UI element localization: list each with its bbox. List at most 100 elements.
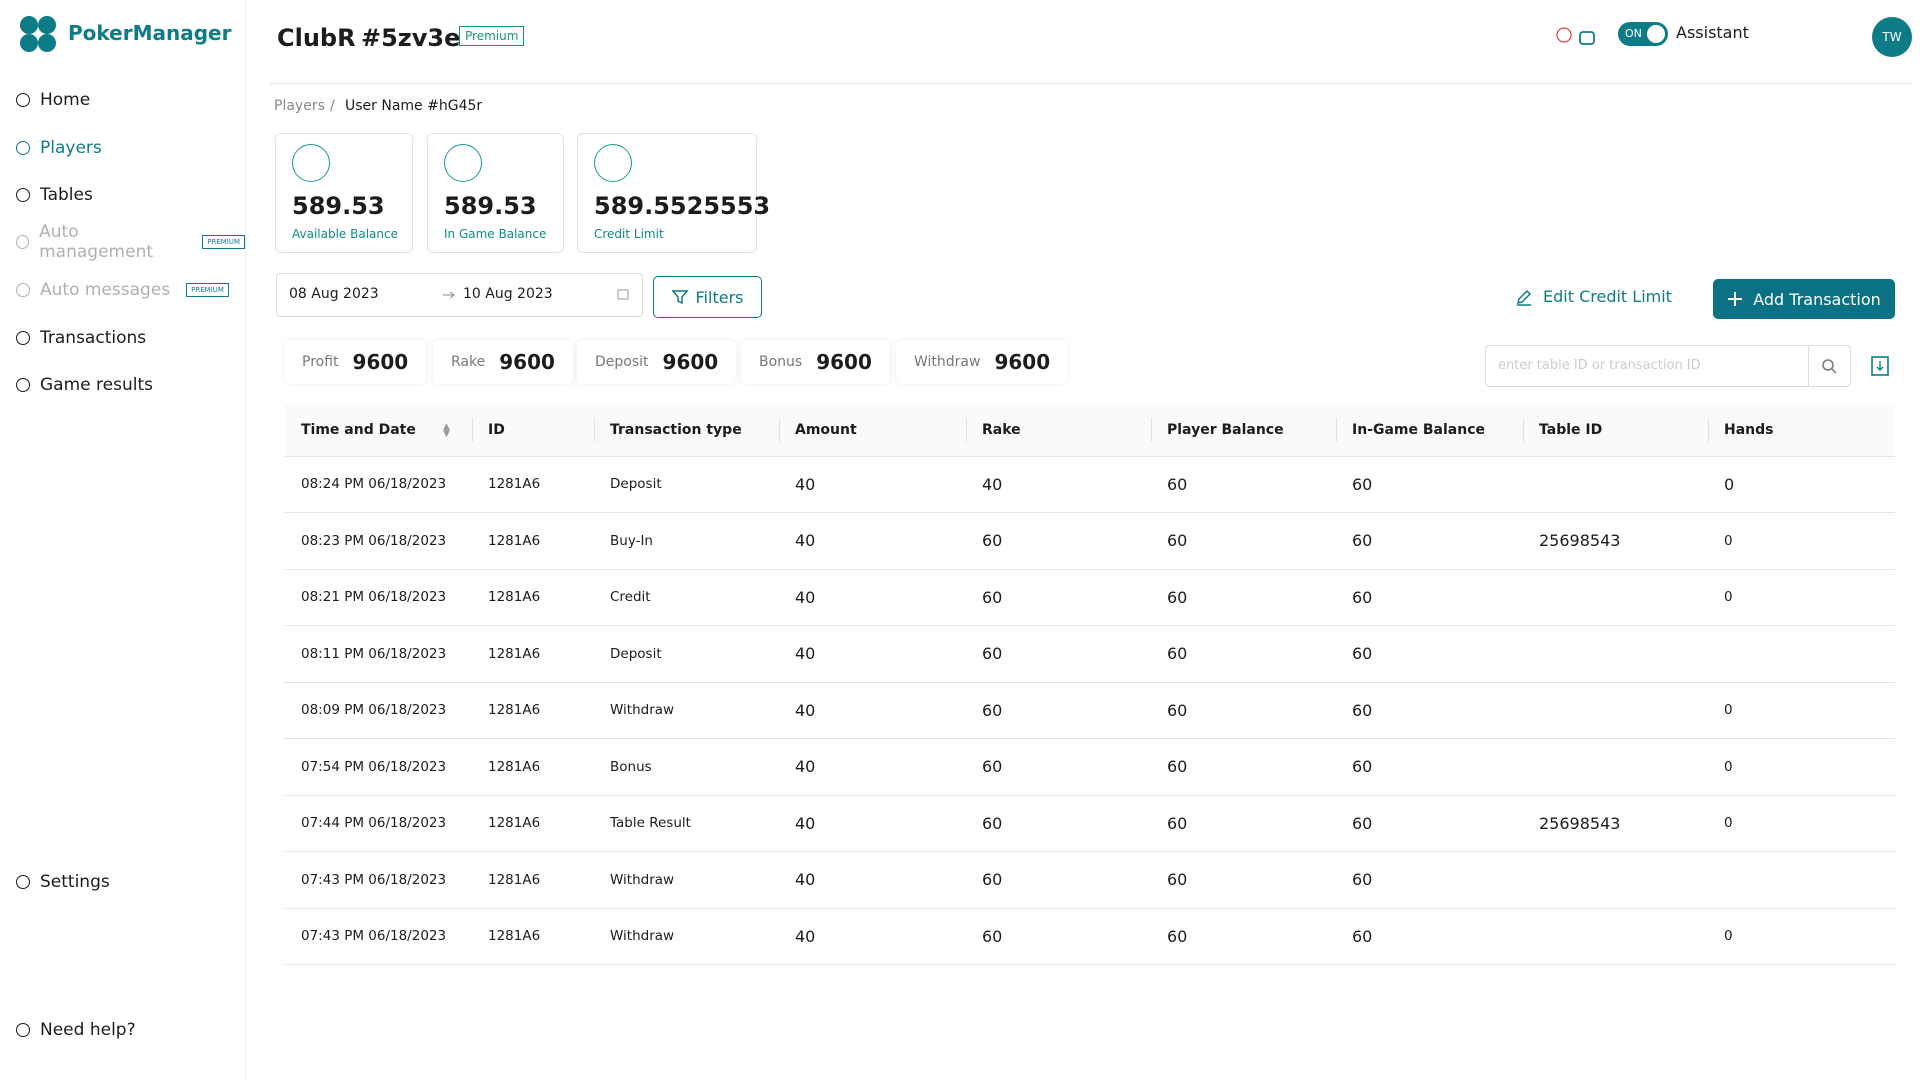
assistant-toggle[interactable]: ON xyxy=(1618,22,1668,46)
table-cell: 40 xyxy=(795,813,816,833)
filters-label: Filters xyxy=(695,287,744,307)
table-cell: 07:43 PM 06/18/2023 xyxy=(301,928,447,944)
date-to: 10 Aug 2023 xyxy=(463,286,553,302)
table-cell: 40 xyxy=(795,926,816,946)
avatar[interactable]: TW xyxy=(1872,17,1912,57)
table-cell: 60 xyxy=(982,926,1003,946)
stat-value: 9600 xyxy=(499,350,555,374)
nav-item[interactable]: Game results xyxy=(16,371,153,399)
table-cell: 60 xyxy=(1352,813,1373,833)
table-cell: 40 xyxy=(795,474,816,494)
table-cell: 0 xyxy=(1724,928,1733,944)
nav-icon xyxy=(16,235,30,249)
table-cell: 0 xyxy=(1724,815,1733,831)
table-cell: Withdraw xyxy=(610,928,675,944)
nav-item[interactable]: Need help? xyxy=(16,1016,136,1044)
nav-label: Auto management xyxy=(39,222,154,262)
table-cell: 1281A6 xyxy=(488,645,541,662)
card-icon xyxy=(444,144,482,182)
table-cell: 0 xyxy=(1724,702,1733,718)
search-box[interactable]: enter table ID or transaction ID xyxy=(1485,345,1851,387)
export-icon[interactable] xyxy=(1871,356,1889,376)
column-header: Rake xyxy=(982,422,1021,438)
stat-label: Withdraw xyxy=(914,354,981,370)
table-cell: 60 xyxy=(1167,926,1188,946)
table-cell: Withdraw xyxy=(610,871,675,888)
column-divider xyxy=(1151,418,1152,442)
club-id: #5zv3e xyxy=(361,24,461,52)
table-cell: 60 xyxy=(1352,587,1373,607)
search-icon xyxy=(1822,359,1837,374)
table-cell: 40 xyxy=(795,700,816,720)
table-cell: 60 xyxy=(1167,531,1188,550)
table-cell: 1281A6 xyxy=(488,871,541,888)
table-cell: 1281A6 xyxy=(488,758,541,775)
table-cell: 07:54 PM 06/18/2023 xyxy=(301,758,447,775)
nav-item[interactable]: Settings xyxy=(16,868,110,896)
search-placeholder: enter table ID or transaction ID xyxy=(1498,358,1701,373)
column-header[interactable]: Time and Date xyxy=(301,422,416,438)
add-transaction-button[interactable]: Add Transaction xyxy=(1713,279,1895,319)
card-label: Credit Limit xyxy=(594,227,664,241)
column-divider xyxy=(594,418,595,442)
nav-item[interactable]: Tables xyxy=(16,181,93,209)
table-cell: 60 xyxy=(1167,870,1188,889)
sidebar: PokerManager Home Players Tables Auto manag… xyxy=(0,0,246,1080)
stat-value: 9600 xyxy=(662,350,719,374)
logo xyxy=(20,16,56,52)
header-divider xyxy=(270,83,1913,84)
table-cell: 40 xyxy=(795,531,816,550)
column-divider xyxy=(472,418,473,442)
sort-icon[interactable]: ▲ ▼ xyxy=(443,422,450,439)
row-divider xyxy=(285,851,1895,852)
toggle-label: ON xyxy=(1625,27,1642,40)
column-header: Hands xyxy=(1724,422,1774,438)
table-cell: 60 xyxy=(1352,644,1373,663)
search-divider xyxy=(1808,346,1809,386)
column-divider xyxy=(1523,418,1524,442)
column-divider xyxy=(779,418,780,442)
table-cell: 0 xyxy=(1724,474,1735,494)
table-cell: 60 xyxy=(1352,700,1373,720)
nav-item[interactable]: Players xyxy=(16,134,102,162)
table-cell: 60 xyxy=(1167,757,1188,776)
table-cell: 60 xyxy=(982,700,1003,720)
nav-item[interactable]: Auto management PREMIUM xyxy=(16,222,245,262)
column-divider xyxy=(1708,418,1709,442)
calendar-icon xyxy=(617,289,629,300)
table-cell: 40 xyxy=(795,757,816,776)
nav-item[interactable]: Home xyxy=(16,86,90,114)
balance-card: 589.53 In Game Balance xyxy=(427,133,564,253)
nav-item[interactable]: Transactions xyxy=(16,324,146,352)
column-divider xyxy=(1336,418,1337,442)
premium-badge: PREMIUM xyxy=(202,235,245,249)
stat-value: 9600 xyxy=(994,350,1051,374)
filters-button[interactable]: Filters xyxy=(653,276,762,318)
table-cell: Deposit xyxy=(610,645,662,662)
nav-label: Transactions xyxy=(40,328,147,348)
table-cell: 1281A6 xyxy=(488,928,541,944)
date-range[interactable]: 08 Aug 2023 10 Aug 2023 xyxy=(276,273,643,317)
breadcrumb-sep: / xyxy=(330,98,335,114)
table-cell: 60 xyxy=(982,813,1003,833)
nav-label: Auto messages xyxy=(40,280,171,300)
breadcrumb-link[interactable]: Players xyxy=(274,98,325,114)
row-divider xyxy=(285,625,1895,626)
nav-label: Players xyxy=(40,138,102,158)
toggle-knob xyxy=(1647,25,1665,43)
table-cell: Table Result xyxy=(610,815,691,831)
header-icons[interactable] xyxy=(1556,26,1596,48)
nav-label: Need help? xyxy=(40,1020,136,1040)
table-cell: 0 xyxy=(1724,589,1733,605)
row-divider xyxy=(285,568,1895,570)
edit-credit-button[interactable]: Edit Credit Limit xyxy=(1515,287,1672,306)
add-transaction-label: Add Transaction xyxy=(1753,289,1881,309)
table-cell: 1281A6 xyxy=(488,532,541,549)
filter-icon xyxy=(671,290,688,305)
nav-icon xyxy=(16,188,30,202)
nav-item[interactable]: Auto messages PREMIUM xyxy=(16,276,229,304)
stat-label: Deposit xyxy=(595,354,649,370)
stat-value: 9600 xyxy=(352,350,409,374)
